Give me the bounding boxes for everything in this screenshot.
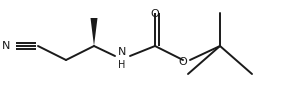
Polygon shape [90, 18, 97, 46]
Text: O: O [179, 57, 187, 67]
Text: N: N [118, 47, 126, 57]
Text: H: H [118, 60, 126, 70]
Text: N: N [2, 41, 10, 51]
Text: O: O [151, 9, 159, 19]
